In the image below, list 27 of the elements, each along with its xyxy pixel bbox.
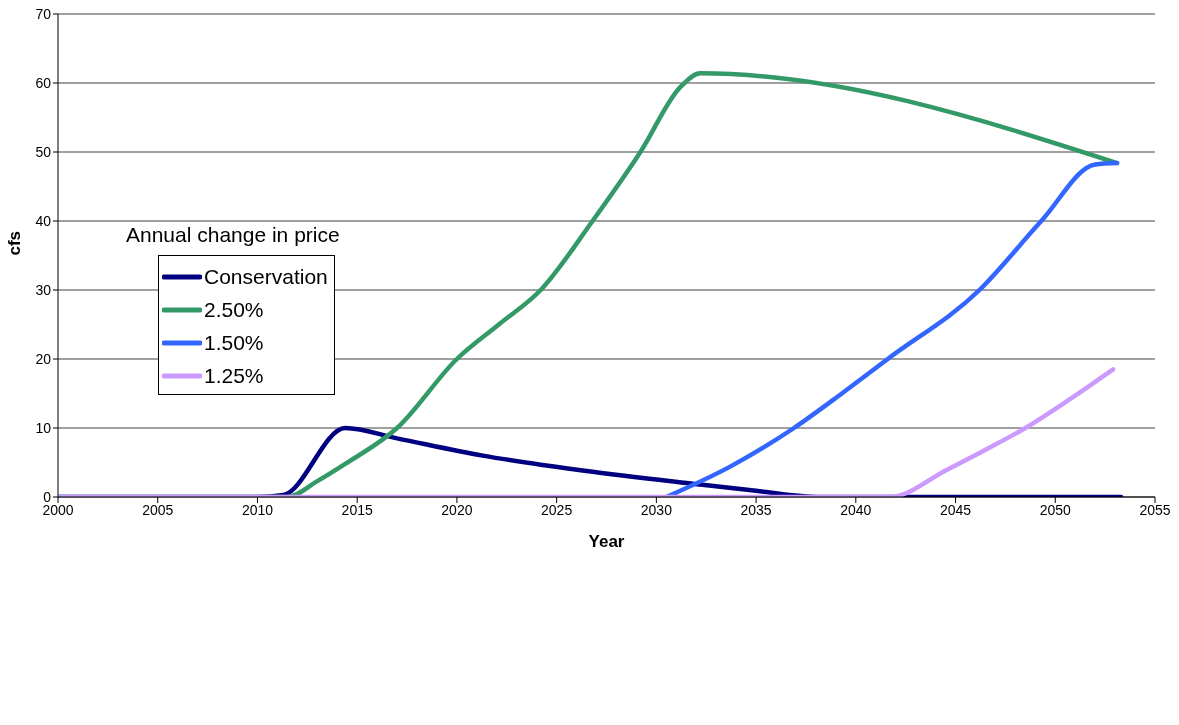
y-tick-label: 70 <box>35 5 52 22</box>
line-series <box>58 367 1116 497</box>
legend-label: 1.25% <box>204 363 264 388</box>
y-axis-title: cfs <box>5 230 25 256</box>
legend-title: Annual change in price <box>126 223 340 247</box>
x-tick-label: 2035 <box>740 501 772 518</box>
x-tick-label: 2045 <box>939 501 972 518</box>
x-axis-title: Year <box>588 532 625 551</box>
x-tick-label: 2020 <box>441 501 473 518</box>
y-tick-label: 30 <box>35 281 52 298</box>
legend-label: 2.50% <box>204 297 264 322</box>
y-tick-label: 50 <box>35 143 52 160</box>
x-tick-label: 2050 <box>1039 501 1072 518</box>
x-tick-label: 2040 <box>840 501 872 518</box>
x-tick-label: 2055 <box>1139 501 1171 518</box>
legend-label: 1.50% <box>204 330 264 355</box>
x-tick-label: 2025 <box>541 501 573 518</box>
y-tick-label: 10 <box>35 419 52 436</box>
legend-label: Conservation <box>204 264 328 289</box>
x-tick-label: 2005 <box>142 501 174 518</box>
x-tick-label: 2015 <box>341 501 373 518</box>
y-tick-label: 40 <box>35 212 52 229</box>
x-tick-label: 2030 <box>640 501 673 518</box>
y-tick-label: 60 <box>35 74 52 91</box>
x-tick-label: 2010 <box>241 501 274 518</box>
line-series <box>664 160 1120 497</box>
y-tick-label: 20 <box>35 350 52 367</box>
